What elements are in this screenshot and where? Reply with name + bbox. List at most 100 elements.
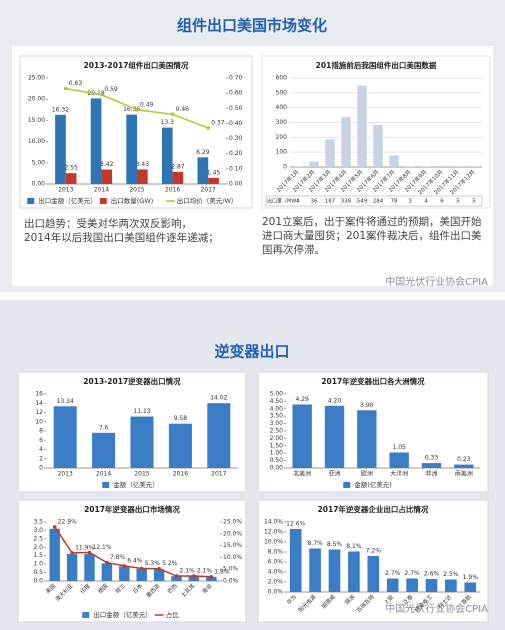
legend-swatch <box>99 198 107 204</box>
bar <box>188 576 200 581</box>
data-label: 5.2% <box>162 560 178 567</box>
y-tick-label: 1.00 <box>270 450 284 457</box>
legend-label: 出口金额（亿美元） <box>38 196 97 205</box>
line-marker <box>122 564 127 568</box>
y-tick-label: 0.0% <box>268 589 284 596</box>
data-label: 9.58 <box>174 415 188 422</box>
line-marker <box>174 574 179 578</box>
table-cell: 4 <box>424 199 428 205</box>
y2-tick-label: 0.60 <box>229 90 243 97</box>
bar <box>49 528 60 581</box>
bar <box>55 114 66 184</box>
bar <box>137 169 148 184</box>
x-tick-label: 南美洲 <box>455 470 473 478</box>
y-tick-label: 3.50 <box>270 413 284 420</box>
y-tick-label: 100 <box>276 149 288 156</box>
x-tick-label: 2017 <box>211 471 226 478</box>
y-tick-label: 5.00 <box>270 391 284 398</box>
y2-tick-label: 0.00 <box>229 181 243 188</box>
table-cell: 187 <box>325 199 336 205</box>
data-label: 1.45 <box>207 169 221 176</box>
y-tick-label: 300 <box>276 119 288 126</box>
bar <box>325 139 335 167</box>
table-cell: 78 <box>391 199 398 205</box>
data-label: 2.55 <box>64 165 78 172</box>
legend-swatch <box>27 198 35 204</box>
line-marker <box>70 551 74 555</box>
x-tick-label: 2015 <box>134 471 149 478</box>
x-tick-label: 2015 <box>129 187 144 194</box>
y-tick-label: 0.00 <box>32 181 46 188</box>
data-label: 0.59 <box>104 86 118 93</box>
note-line: 201立案后，出于案件将通过的预期，美国开始 <box>262 215 482 228</box>
data-label: 11.9% <box>75 544 94 551</box>
data-label: 4.20 <box>328 397 342 404</box>
chart-title: 2013-2017逆变器出口情况 <box>83 376 181 386</box>
y2-tick-label: 20.0% <box>223 530 242 537</box>
bar <box>168 423 192 468</box>
y-tick-label: 0 <box>39 465 43 472</box>
data-label: 0.49 <box>140 101 154 108</box>
line-marker <box>170 112 175 117</box>
data-label: 2.1% <box>197 568 213 575</box>
y-tick-label: 4.0% <box>268 569 284 576</box>
line-marker <box>64 86 68 91</box>
table-cell: 549 <box>357 199 368 205</box>
y-tick-label: 600 <box>276 75 288 82</box>
x-tick-label: 大洋洲 <box>390 470 408 478</box>
y-tick-label: 1.5 <box>33 552 43 559</box>
x-tick-label: 2013 <box>58 471 73 478</box>
bar <box>464 582 477 592</box>
y-tick-label: 200 <box>276 134 288 141</box>
x-tick-label: 2013 <box>58 187 73 194</box>
chart-title: 201措施前后我国组件出口美国数据 <box>316 60 437 70</box>
x-tick-label: 2014 <box>96 471 111 478</box>
x-tick-label: 2016 <box>165 187 180 194</box>
y-tick-label: 2.0 <box>33 544 43 551</box>
y-tick-label: 0.5 <box>33 569 43 576</box>
y-tick-label: 25.00 <box>28 75 45 82</box>
y-tick-label: 3.0 <box>33 527 43 534</box>
bar <box>309 161 319 167</box>
bar <box>208 177 219 184</box>
data-label: 16.32 <box>52 106 69 113</box>
bar <box>341 116 351 167</box>
bar <box>119 566 130 581</box>
y2-tick-label: 0.40 <box>229 120 243 127</box>
line-marker <box>105 560 109 565</box>
bar <box>445 579 457 592</box>
bar <box>292 404 312 468</box>
data-label: 8.5% <box>327 541 343 548</box>
line-series <box>54 526 212 578</box>
line-marker <box>192 574 196 578</box>
data-label: 0.46 <box>176 106 190 113</box>
bar <box>348 551 360 592</box>
bar <box>90 98 102 184</box>
x-tick-label: 亚洲 <box>328 471 340 478</box>
bar <box>324 405 345 468</box>
table-cell: 284 <box>373 199 384 205</box>
bar <box>126 114 137 184</box>
y-tick-label: 16 <box>35 391 43 398</box>
bar <box>130 416 154 468</box>
legend-swatch <box>82 612 90 618</box>
bar <box>469 166 479 167</box>
x-tick-label: 2014 <box>94 187 109 194</box>
x-tick-label: 2016 <box>173 471 188 478</box>
data-label: 2.87 <box>171 163 185 170</box>
y-tick-label: 14.0% <box>264 519 283 526</box>
y-tick-label: 0 <box>283 164 287 171</box>
data-label: 2.7% <box>385 570 401 577</box>
y-tick-label: 1.50 <box>270 442 284 449</box>
y2-tick-label: 10.0% <box>223 554 242 561</box>
y-tick-label: 10.00 <box>28 138 45 145</box>
y-tick-label: 1.0 <box>33 561 43 568</box>
data-label: 4.29 <box>295 396 309 403</box>
chart-title: 2017年逆变器出口各大洲情况 <box>321 376 425 386</box>
bar <box>153 569 165 581</box>
table-row-label: 出口量（MW） <box>267 198 301 205</box>
y2-tick-label: 0.20 <box>229 150 243 157</box>
y-tick-label: 3.5 <box>33 519 43 526</box>
y-tick-label: 2.5 <box>33 535 43 542</box>
